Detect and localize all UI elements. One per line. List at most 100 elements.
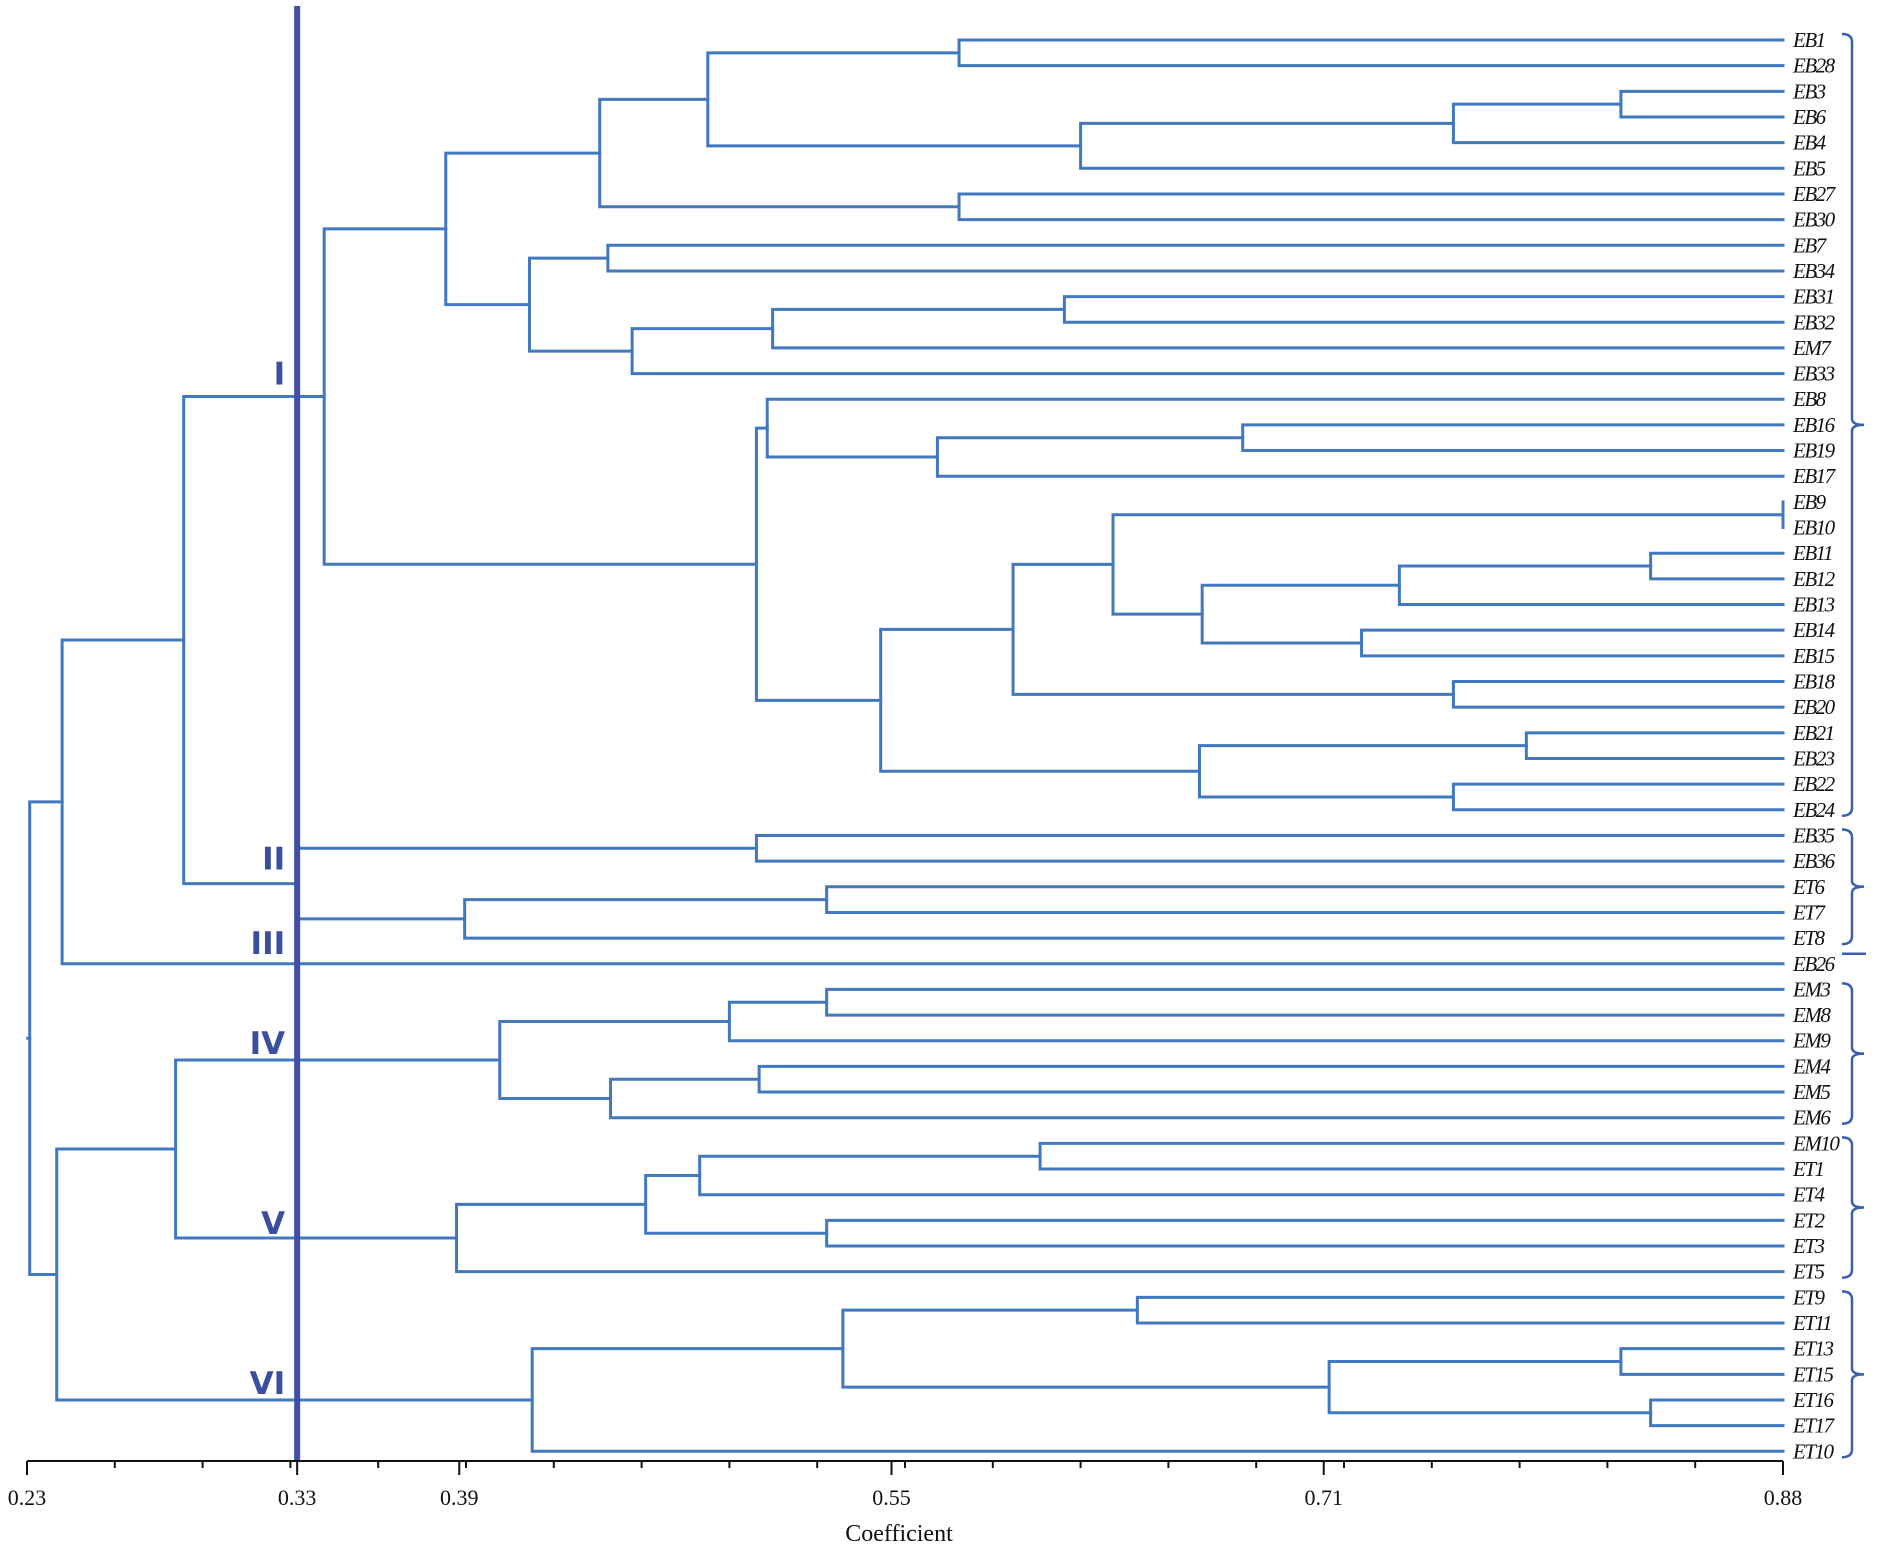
leaf-label-eb21: EB21 [1792, 721, 1834, 745]
leaf-labels: EB1EB28EB3EB6EB4EB5EB27EB30EB7EB34EB31EB… [1792, 28, 1842, 1463]
leaf-label-et5: ET5 [1792, 1260, 1825, 1284]
branch-n45 [644, 1173, 829, 1235]
branch-n44 [825, 1218, 1785, 1248]
branch-n9 [1062, 295, 1785, 324]
branch-n33 [463, 898, 1785, 940]
branch-n2 [1619, 89, 1785, 119]
dendrogram-branches [26, 38, 1785, 1453]
branch-n53 [530, 1347, 1785, 1453]
leaf-label-et17: ET17 [1792, 1414, 1836, 1438]
leaf-label-eb27: EB27 [1792, 182, 1837, 206]
branch-n32 [825, 885, 1785, 914]
leaf-label-eb12: EB12 [1792, 567, 1836, 591]
leaf-label-eb33: EB33 [1792, 362, 1835, 386]
tick-label-0-71: 0.71 [1304, 1485, 1343, 1510]
branch-n28 [879, 627, 1201, 773]
leaf-label-et1: ET1 [1792, 1157, 1824, 1181]
branch-n39 [757, 1064, 1785, 1094]
leaf-label-et10: ET10 [1792, 1439, 1835, 1463]
leaf-label-eb6: EB6 [1792, 105, 1827, 129]
leaf-label-eb19: EB19 [1792, 439, 1836, 463]
leaf-label-eb15: EB15 [1792, 644, 1835, 668]
branch-n14 [1241, 423, 1785, 453]
leaf-label-et16: ET16 [1792, 1388, 1835, 1412]
branch-n31 [754, 833, 1785, 863]
tick-label-0-23: 0.23 [8, 1485, 47, 1510]
cluster-label-v: V [261, 1206, 285, 1242]
tick-label-0-39: 0.39 [440, 1485, 479, 1510]
branch-n7 [598, 97, 961, 209]
leaf-label-eb16: EB16 [1792, 413, 1836, 437]
leaf-label-eb28: EB28 [1792, 54, 1836, 78]
branch-n16 [765, 397, 1785, 459]
branch-n41 [498, 1019, 731, 1100]
leaf-label-et3: ET3 [1792, 1234, 1825, 1258]
leaf-label-eb9: EB9 [1792, 490, 1827, 514]
x-axis-title: Coefficient [845, 1521, 953, 1547]
leaf-label-eb8: EB8 [1792, 387, 1827, 411]
leaf-label-eb31: EB31 [1792, 285, 1834, 309]
leaf-label-eb10: EB10 [1792, 516, 1836, 540]
cluster-label-iii: III [251, 926, 286, 962]
branch-n48 [1135, 1295, 1785, 1325]
leaf-label-et2: ET2 [1792, 1208, 1826, 1232]
x-axis: 0.23 0.33 0.39 0.55 0.71 0.88 Coefficient [8, 1460, 1802, 1547]
branch-n35 [182, 395, 326, 886]
leaf-label-eb7: EB7 [1792, 233, 1828, 257]
tick-label-0-33: 0.33 [278, 1485, 317, 1510]
leaf-label-em5: EM5 [1792, 1080, 1830, 1104]
tick-label-0-55: 0.55 [872, 1485, 911, 1510]
branch-n1 [957, 38, 1785, 68]
cluster-label-vi: VI [250, 1366, 286, 1402]
branch-n34 [295, 846, 758, 921]
bracket-cluster-ii [1841, 828, 1865, 946]
leaf-label-em9: EM9 [1792, 1029, 1831, 1053]
leaf-label-eb3: EB3 [1792, 79, 1826, 103]
branch-n8 [606, 243, 1785, 273]
leaf-label-em4: EM4 [1792, 1054, 1831, 1078]
branch-n43 [698, 1154, 1785, 1197]
branch-n50 [1649, 1398, 1785, 1428]
branch-n11 [630, 327, 1785, 376]
leaf-label-eb14: EB14 [1792, 618, 1836, 642]
leaf-label-eb11: EB11 [1792, 541, 1832, 565]
bracket-cluster-iv [1841, 982, 1865, 1125]
branch-n15 [935, 436, 1785, 478]
leaf-label-eb23: EB23 [1792, 746, 1835, 770]
cluster-label-i: I [274, 357, 286, 393]
branch-n13 [444, 151, 602, 307]
cluster-brackets [1841, 32, 1866, 1459]
leaf-label-em6: EM6 [1792, 1106, 1831, 1130]
leaf-label-et8: ET8 [1792, 926, 1826, 950]
leaf-label-eb26: EB26 [1792, 952, 1836, 976]
leaf-label-em10: EM10 [1792, 1131, 1840, 1155]
leaf-label-et13: ET13 [1792, 1337, 1834, 1361]
leaf-label-eb32: EB32 [1792, 310, 1836, 334]
leaf-label-eb4: EB4 [1792, 131, 1827, 155]
branch-n20 [1360, 628, 1785, 658]
branch-n40 [609, 1077, 1785, 1120]
branch-n3 [1451, 102, 1785, 145]
branch-n37 [825, 987, 1785, 1017]
branch-n27 [1197, 744, 1528, 799]
leaf-label-eb35: EB35 [1792, 823, 1835, 847]
branch-n18 [1649, 551, 1785, 581]
branch-n10 [771, 307, 1785, 350]
branch-n51 [1327, 1359, 1653, 1415]
branch-n6 [957, 192, 1785, 222]
bracket-cluster-v [1841, 1136, 1865, 1279]
branch-n47 [174, 1058, 502, 1240]
leaf-label-eb30: EB30 [1792, 208, 1836, 232]
branch-n4 [1079, 121, 1785, 170]
branch-n26 [1451, 782, 1785, 812]
leaf-label-em3: EM3 [1792, 977, 1830, 1001]
bracket-cluster-i [1841, 32, 1865, 818]
branch-n36 [60, 638, 1785, 966]
leaf-label-eb20: EB20 [1792, 695, 1836, 719]
branch-n22 [1111, 513, 1785, 616]
leaf-label-eb22: EB22 [1792, 772, 1836, 796]
leaf-label-eb17: EB17 [1792, 464, 1837, 488]
bracket-cluster-vi [1841, 1290, 1865, 1459]
